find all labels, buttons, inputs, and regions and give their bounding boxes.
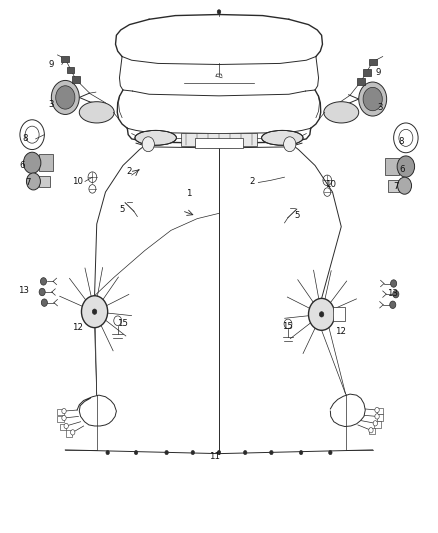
Circle shape [359,82,387,116]
Circle shape [299,450,303,455]
Circle shape [393,290,399,298]
Ellipse shape [324,102,359,123]
Circle shape [391,280,397,287]
Text: 10: 10 [325,180,336,189]
Circle shape [375,414,379,419]
FancyBboxPatch shape [377,414,383,421]
Text: 3: 3 [48,100,53,109]
Text: 2: 2 [127,167,132,176]
Text: 6: 6 [399,165,405,174]
FancyBboxPatch shape [57,409,64,415]
FancyBboxPatch shape [57,416,64,422]
FancyBboxPatch shape [39,175,49,187]
Circle shape [134,450,138,455]
Text: 8: 8 [399,137,404,146]
FancyBboxPatch shape [377,408,383,414]
Circle shape [398,177,412,194]
Circle shape [106,450,110,455]
FancyBboxPatch shape [61,56,69,62]
Circle shape [62,415,66,421]
Text: 11: 11 [209,453,220,462]
Circle shape [62,408,66,414]
Circle shape [26,173,40,190]
Circle shape [41,299,47,306]
FancyBboxPatch shape [66,430,72,437]
Circle shape [40,278,46,285]
Circle shape [56,86,75,109]
Text: 1: 1 [186,189,191,198]
FancyBboxPatch shape [60,424,66,430]
FancyBboxPatch shape [39,155,53,171]
Text: 12: 12 [71,323,83,332]
Circle shape [142,137,154,152]
Ellipse shape [261,131,303,146]
Text: 7: 7 [25,178,31,187]
Text: 13: 13 [18,286,29,295]
Circle shape [71,430,75,435]
Text: 15: 15 [283,321,293,330]
Text: 8: 8 [22,134,28,143]
Circle shape [284,137,296,152]
Circle shape [270,450,273,455]
Circle shape [319,312,324,317]
Circle shape [64,423,68,429]
FancyBboxPatch shape [67,67,74,73]
Text: 7: 7 [393,182,399,191]
Circle shape [308,298,335,330]
FancyBboxPatch shape [369,59,377,65]
FancyBboxPatch shape [181,133,257,147]
Text: 15: 15 [117,319,127,328]
Text: 5: 5 [119,205,125,214]
Circle shape [397,156,415,177]
Circle shape [373,421,378,426]
Circle shape [92,309,97,314]
Circle shape [39,288,45,296]
Text: 13: 13 [387,288,398,297]
Text: 10: 10 [71,177,83,186]
FancyBboxPatch shape [374,421,381,427]
Ellipse shape [135,131,177,146]
Text: 2: 2 [249,177,254,186]
Circle shape [23,152,41,173]
Circle shape [328,450,332,455]
Circle shape [81,296,108,328]
Text: 9: 9 [376,68,381,77]
Text: 6: 6 [20,161,25,170]
Circle shape [217,10,221,14]
Circle shape [244,450,247,455]
Circle shape [390,301,396,309]
Circle shape [217,450,221,455]
Ellipse shape [79,102,114,123]
FancyBboxPatch shape [195,138,243,149]
Circle shape [51,80,79,115]
Circle shape [191,450,194,455]
Circle shape [375,407,379,413]
FancyBboxPatch shape [369,428,375,434]
FancyBboxPatch shape [72,76,80,83]
FancyBboxPatch shape [333,308,345,321]
Circle shape [165,450,168,455]
Text: 12: 12 [335,327,346,336]
FancyBboxPatch shape [357,78,365,85]
FancyBboxPatch shape [389,180,399,191]
Text: 9: 9 [48,60,53,69]
Circle shape [363,87,382,111]
FancyBboxPatch shape [385,158,399,175]
Text: 5: 5 [295,212,300,221]
FancyBboxPatch shape [363,69,371,76]
Text: 3: 3 [378,102,383,111]
Circle shape [369,427,373,433]
